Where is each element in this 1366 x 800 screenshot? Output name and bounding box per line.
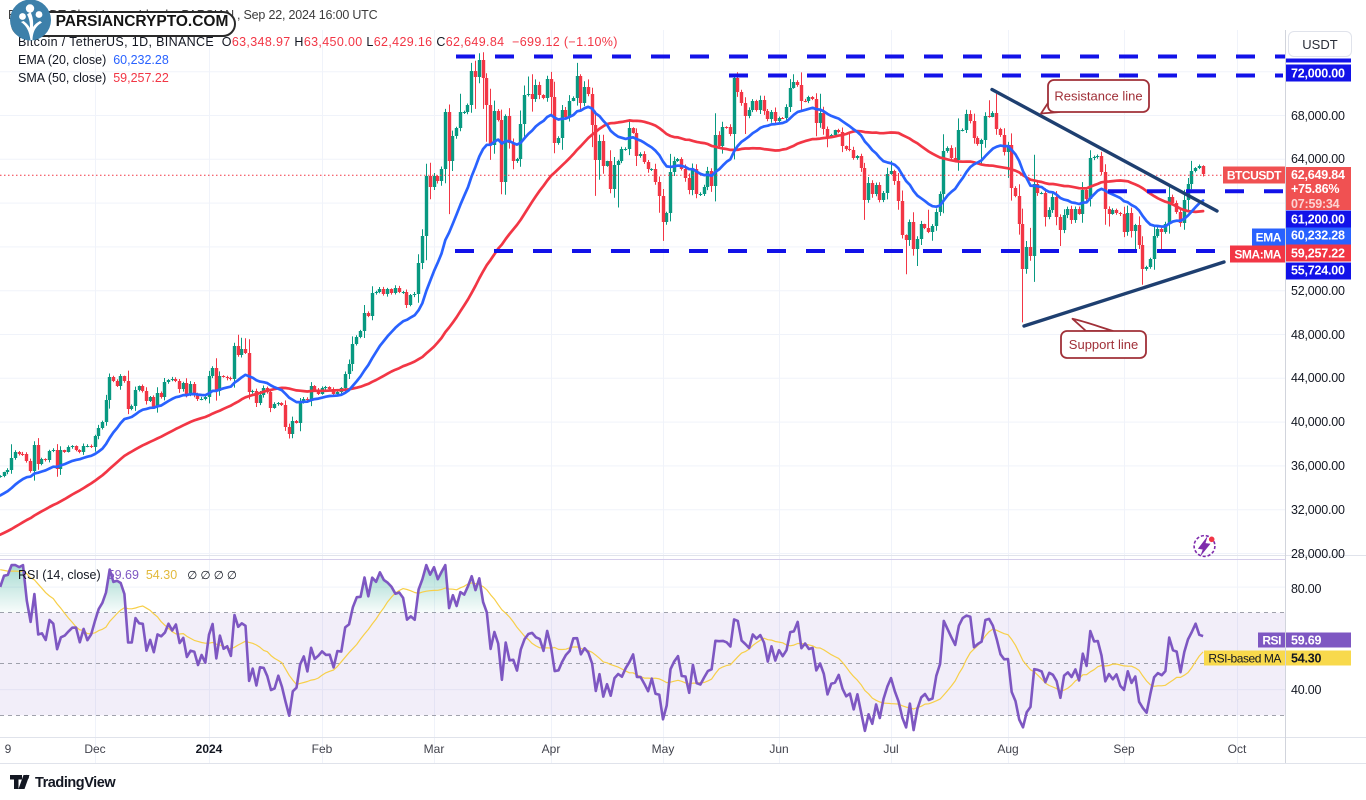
svg-text:TradingView: TradingView <box>35 775 116 791</box>
svg-text:Resistance line: Resistance line <box>1054 89 1142 104</box>
svg-text:Support line: Support line <box>1069 337 1138 352</box>
